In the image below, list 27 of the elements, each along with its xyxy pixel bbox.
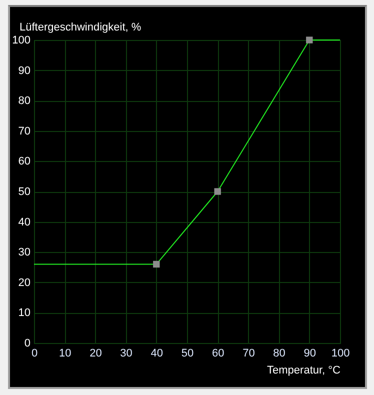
y-tick-label: 60 (18, 156, 30, 168)
y-tick-label: 50 (18, 186, 30, 198)
y-tick-label: 20 (18, 276, 30, 289)
point (306, 36, 313, 44)
x-tick-label: 50 (181, 348, 194, 360)
x-tick-label: 80 (273, 348, 286, 360)
point (214, 188, 221, 195)
y-tick-label: 70 (18, 125, 30, 138)
y-tick-label: 10 (18, 307, 30, 320)
x-tick-label: 40 (150, 348, 164, 360)
y-tick-label: 100 (12, 34, 30, 46)
point (153, 260, 160, 268)
y-tick-label: 90 (18, 64, 30, 77)
x-tick-label: 90 (304, 348, 316, 360)
y-axis-title: Lüftergeschwindigkeit, % (20, 22, 142, 34)
x-tick-label: 20 (90, 348, 102, 360)
x-axis-title: Temperatur, °C (267, 364, 341, 376)
x-tick-label: 100 (331, 348, 350, 360)
x-tick-label: 10 (58, 348, 72, 360)
y-tick-label: 30 (18, 246, 30, 259)
y-tick-label: 0 (24, 338, 30, 350)
x-tick-label: 30 (120, 348, 132, 360)
y-tick-label: 40 (18, 216, 30, 228)
x-tick-label: 0 (31, 348, 38, 360)
x-tick-label: 70 (242, 348, 255, 360)
x-tick-label: 60 (212, 348, 224, 360)
y-tick-label: 80 (18, 95, 30, 108)
